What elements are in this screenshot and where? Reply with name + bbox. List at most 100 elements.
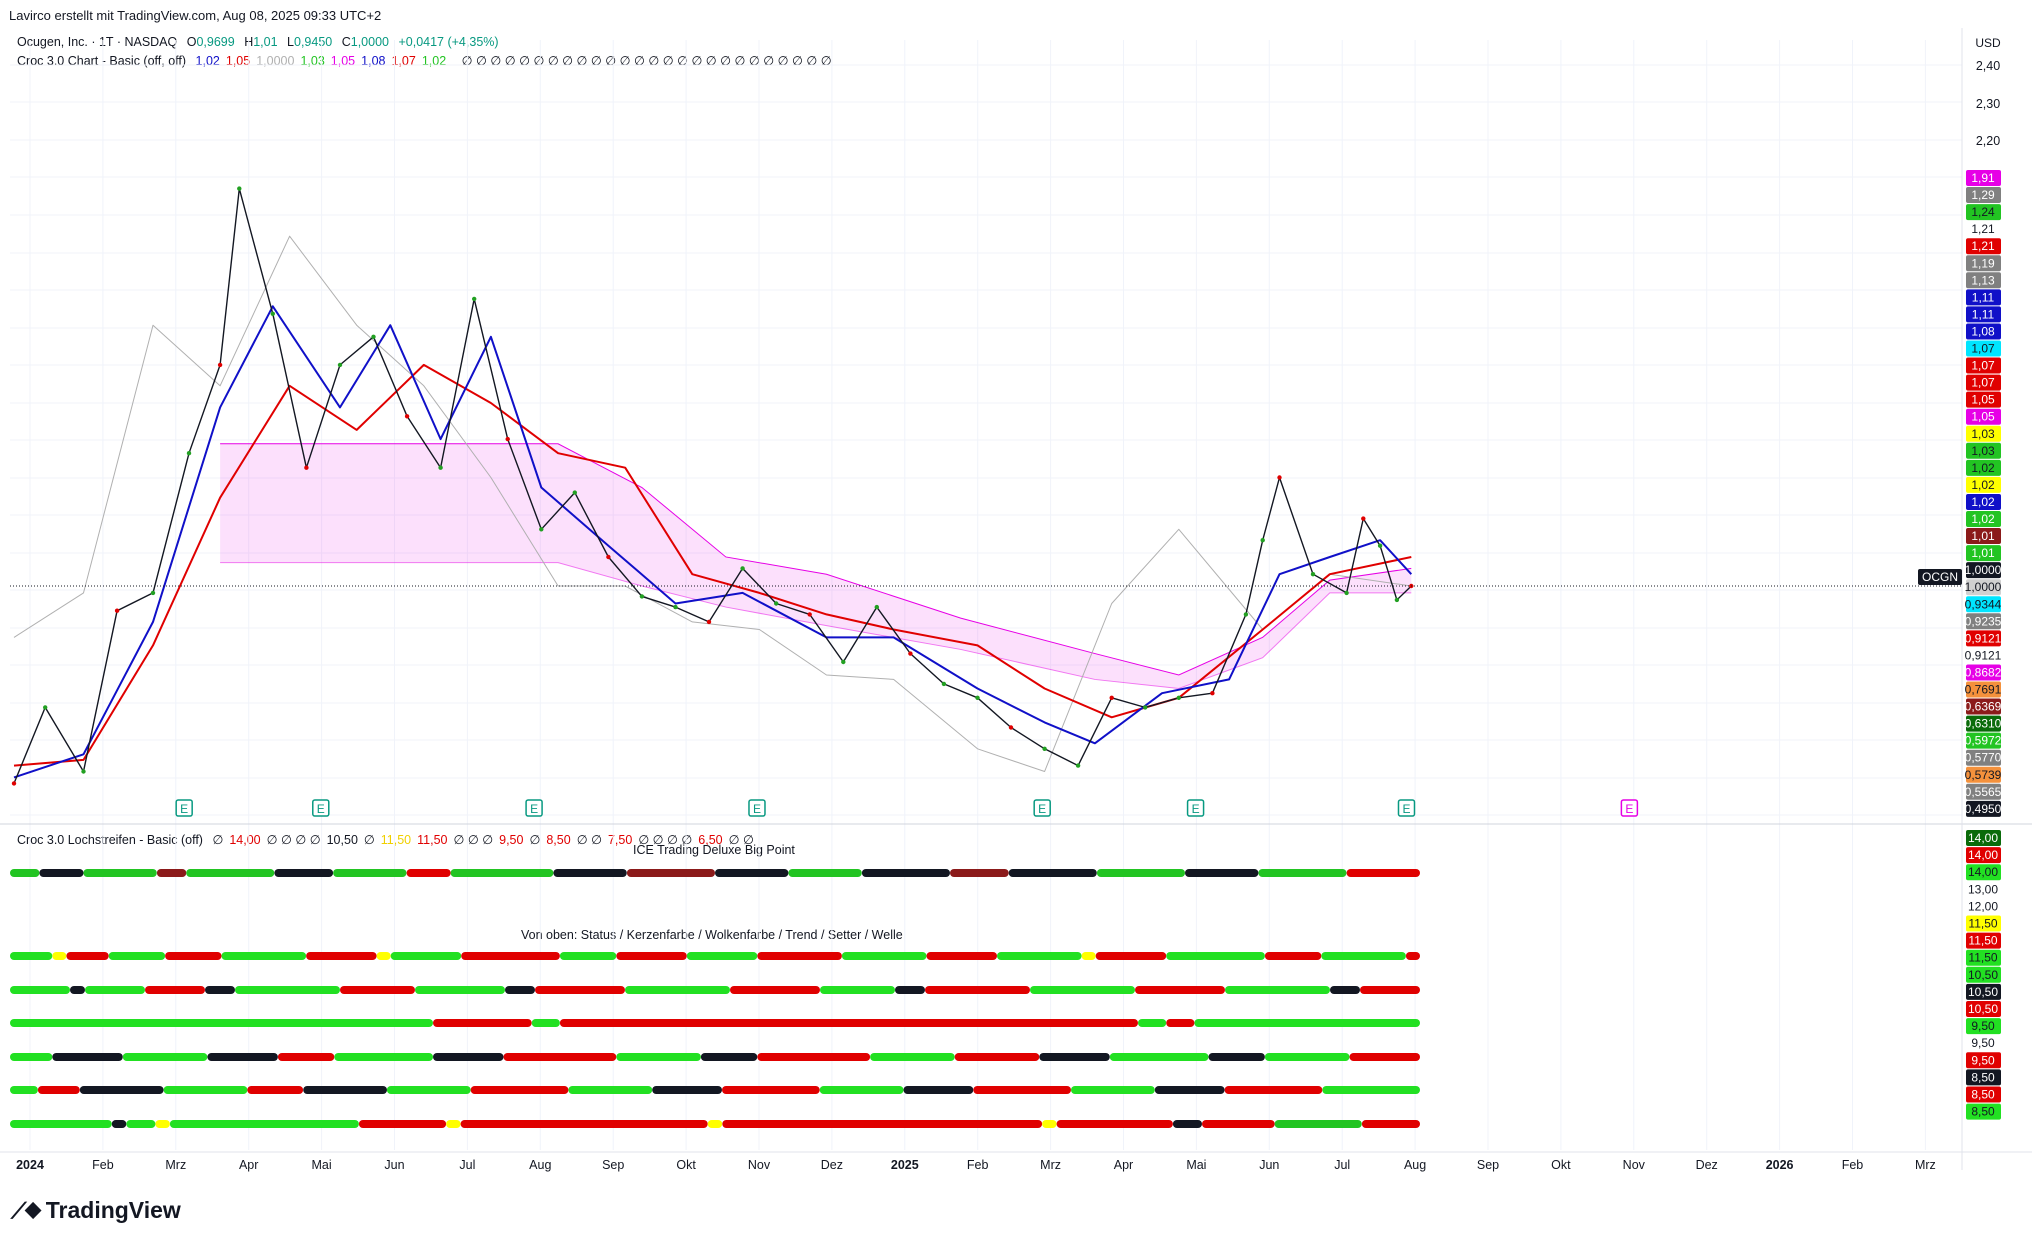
strip-segment (334, 1053, 433, 1061)
strip-tag-bg (1966, 847, 2001, 864)
price-tag-label: 1,0000 (1965, 563, 2002, 577)
price-tag-label: 0,6369 (1965, 700, 2002, 714)
close-point (1143, 705, 1148, 710)
indicator-name-strips[interactable]: Croc 3.0 Lochstreifen - Basic (off) (17, 833, 203, 847)
earnings-marker-icon[interactable]: E (1033, 799, 1051, 817)
price-tag-label: 1,07 (1971, 359, 1995, 373)
strip-segment (433, 1053, 504, 1061)
price-tag-label: 1,19 (1971, 256, 1995, 270)
strip-tag: 10,50 (1966, 983, 2001, 1000)
strip-legend-value-7: ∅ ∅ ∅ (453, 833, 494, 847)
ohlc-open: O0,9699 (186, 35, 235, 49)
earnings-marker-box (748, 799, 766, 817)
grid (0, 28, 2032, 1170)
close-point (438, 465, 443, 470)
strip-row-trend (10, 1053, 1420, 1061)
strip-segment (1042, 1120, 1057, 1128)
close-point (1243, 612, 1249, 617)
strip-segment (207, 1053, 278, 1061)
strip-segment (306, 952, 377, 960)
strip-segment (925, 986, 1030, 994)
x-tick-label: Sep (1477, 1158, 1499, 1172)
price-tag-label: 1,02 (1971, 512, 1995, 526)
earnings-marker-icon[interactable]: E (748, 799, 766, 817)
price-tag: 0,9235 (1965, 613, 2002, 630)
strip-tag-label: 10,50 (1968, 985, 1998, 999)
tradingview-logo[interactable]: ⟋◆ TradingView (11, 1197, 181, 1224)
strip-segment (722, 1120, 1043, 1128)
x-tick-label: Apr (239, 1158, 258, 1172)
close-point (539, 527, 544, 532)
strip-segment (235, 986, 340, 994)
earnings-marker-box (1397, 799, 1416, 817)
strip-segment (333, 869, 407, 877)
price-tag-label: 0,4950 (1965, 802, 2002, 816)
strip-segment (715, 869, 789, 877)
strip-segment (156, 869, 187, 877)
earnings-marker-icon[interactable]: E (1620, 799, 1639, 817)
x-tick-label: Feb (1842, 1158, 1864, 1172)
strip-segment (277, 1053, 335, 1061)
strip-segment (390, 952, 462, 960)
strip-segment (1030, 986, 1135, 994)
strip-segment (460, 1120, 708, 1128)
cloud-lower (220, 562, 1412, 690)
earnings-marker-icon[interactable]: E (1397, 799, 1416, 817)
close-point (874, 604, 879, 610)
strip-segment (122, 1053, 208, 1061)
strip-segment (997, 952, 1082, 960)
strip-segment (730, 986, 820, 994)
strip-tag: 9,50 (1966, 1052, 2001, 1069)
strip-segment (39, 869, 84, 877)
x-tick-label: Dez (821, 1158, 843, 1172)
close-point (1394, 597, 1400, 603)
strip-segment (470, 1086, 569, 1094)
x-tick-label: Mai (312, 1158, 332, 1172)
strip-tag-label: 9,50 (1971, 1019, 1995, 1033)
strip-tag-bg (1966, 949, 2001, 966)
strip-segment (10, 986, 70, 994)
strip-segment (1008, 869, 1097, 877)
price-tag-label: 1,08 (1971, 324, 1995, 338)
earnings-marker-label: E (1038, 802, 1046, 816)
close-point (472, 296, 477, 302)
close-point (150, 590, 156, 596)
earnings-marker-icon[interactable]: E (175, 799, 193, 817)
earnings-marker-label: E (1192, 802, 1200, 816)
indicator-legend-strips[interactable]: Croc 3.0 Lochstreifen - Basic (off) ∅ 14,… (17, 832, 766, 847)
earnings-marker-icon[interactable]: E (525, 799, 543, 817)
strip-row-setter (10, 1086, 1420, 1094)
strip-segment (820, 986, 895, 994)
close-point (1377, 543, 1383, 548)
earnings-marker-box (175, 799, 193, 817)
strip-segment (358, 1120, 447, 1128)
price-tag: 1,0000 (1965, 562, 2002, 579)
currency-label: USD (1975, 36, 2001, 50)
close-point (1042, 746, 1047, 751)
earnings-marker-icon[interactable]: E (1186, 799, 1205, 817)
symbol-name[interactable]: Ocugen, Inc. · 1T · NASDAQ (17, 35, 178, 49)
x-tick-label: Nov (1623, 1158, 1646, 1172)
strip-segment (1135, 986, 1225, 994)
strip-segment (1224, 1086, 1323, 1094)
price-tag-bg (1966, 408, 2001, 425)
x-tick-label: Feb (92, 1158, 114, 1172)
close-point (1109, 695, 1114, 700)
strip-tag-bg (1966, 1018, 2001, 1035)
price-tag: 1,13 (1966, 272, 2001, 289)
strip-legend-value-5: 11,50 (380, 833, 412, 847)
price-tag-label: 0,9121 (1965, 648, 2002, 662)
price-tag-bg (1966, 698, 2001, 715)
earnings-marker-icon[interactable]: E (312, 799, 330, 817)
price-tag: 0,9121 (1965, 630, 2002, 647)
price-tag-bg (1966, 459, 2001, 476)
cloud-upper (220, 443, 1412, 676)
close-point (1210, 691, 1215, 696)
x-tick-label: Mrz (165, 1158, 186, 1172)
strip-segment (1360, 986, 1420, 994)
strip-tag-label: 8,50 (1971, 1088, 1995, 1102)
strip-segment (85, 986, 145, 994)
price-tag: 1,03 (1966, 442, 2001, 459)
